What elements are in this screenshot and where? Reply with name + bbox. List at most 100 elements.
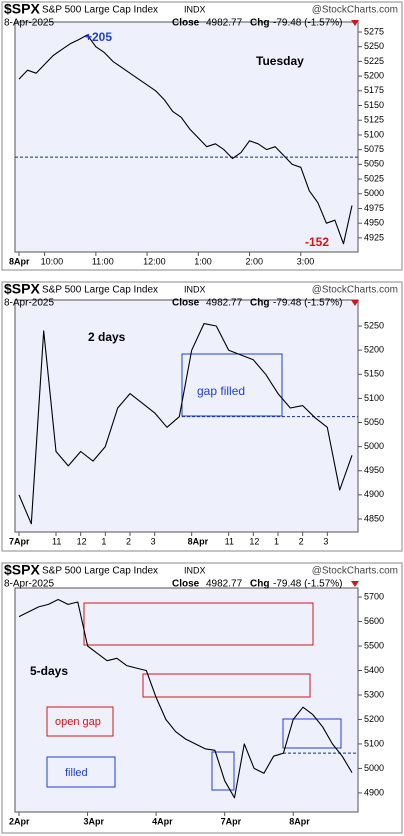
- change-value: -79.48 (-1.57%): [273, 298, 342, 309]
- plot-area: [14, 21, 359, 253]
- ticker: $SPX: [4, 281, 40, 297]
- x-tick-label: 11:00: [92, 256, 114, 266]
- plot-area: [14, 587, 359, 813]
- x-tick-label: 11: [225, 536, 234, 546]
- x-tick-label: 1: [101, 536, 106, 546]
- x-tick-label: 8Apr: [188, 536, 209, 546]
- price-line: [18, 34, 353, 245]
- gap-box: [83, 602, 314, 646]
- x-tick-label: 8Apr: [289, 816, 310, 826]
- index-name: S&P 500 Large Cap Index: [42, 566, 158, 577]
- annotation: 2 days: [88, 330, 126, 344]
- x-tick-label: 4Apr: [152, 816, 173, 826]
- x-tick-label: 2: [126, 536, 131, 546]
- source: @StockCharts.com: [312, 285, 398, 296]
- index-name: S&P 500 Large Cap Index: [42, 5, 158, 16]
- y-tick-label: 5050: [364, 159, 384, 169]
- down-arrow: [351, 581, 359, 587]
- exchange: INDX: [184, 4, 206, 14]
- y-tick-label: 5175: [364, 85, 384, 95]
- y-tick-label: 5200: [364, 345, 384, 355]
- annotation: open gap: [55, 716, 101, 728]
- gap-box: [211, 751, 235, 791]
- date: 8-Apr-2025: [4, 18, 54, 29]
- x-tick-label: 3:00: [297, 256, 315, 266]
- gap-box: [142, 673, 311, 698]
- annotation: -152: [305, 235, 329, 249]
- x-tick-label: 12:00: [143, 256, 166, 266]
- y-tick-label: 5150: [364, 100, 384, 110]
- price-line: [18, 323, 353, 525]
- y-tick-label: 5000: [364, 441, 384, 451]
- y-tick-label: 5100: [364, 738, 384, 748]
- down-arrow: [351, 300, 359, 306]
- x-tick-label: 11: [52, 536, 61, 546]
- y-tick-label: 5125: [364, 115, 384, 125]
- x-tick-label: 1: [274, 536, 279, 546]
- close-label: Close: [172, 579, 200, 590]
- gap-box: [46, 756, 116, 788]
- annotation: gap filled: [197, 384, 245, 398]
- x-tick-label: 8Apr: [9, 256, 30, 266]
- annotation: Tuesday: [256, 54, 304, 68]
- y-tick-label: 4900: [364, 787, 384, 797]
- close-value: 4982.77: [206, 298, 243, 309]
- y-tick-label: 4950: [364, 465, 384, 475]
- y-tick-label: 5050: [364, 417, 384, 427]
- x-tick-label: 2:00: [246, 256, 264, 266]
- x-tick-label: 2Apr: [9, 816, 30, 826]
- y-tick-label: 5275: [364, 26, 384, 36]
- y-tick-label: 5600: [364, 616, 384, 626]
- index-name: S&P 500 Large Cap Index: [42, 285, 158, 296]
- annotation: +205: [85, 30, 112, 44]
- y-tick-label: 4950: [364, 218, 384, 228]
- x-tick-label: 12: [77, 536, 87, 546]
- y-tick-label: 4900: [364, 489, 384, 499]
- x-tick-label: 7Apr: [9, 536, 30, 546]
- y-tick-label: 4850: [364, 513, 384, 523]
- y-tick-label: 5400: [364, 665, 384, 675]
- close-label: Close: [172, 18, 200, 29]
- y-tick-label: 5250: [364, 41, 384, 51]
- y-tick-label: 5000: [364, 188, 384, 198]
- close-value: 4982.77: [206, 579, 243, 590]
- x-tick-label: 10:00: [41, 256, 64, 266]
- y-tick-label: 5200: [364, 714, 384, 724]
- x-tick-label: 1:00: [194, 256, 212, 266]
- source: @StockCharts.com: [312, 5, 398, 16]
- down-arrow: [351, 20, 359, 26]
- change-label: Chg: [250, 18, 269, 29]
- date: 8-Apr-2025: [4, 298, 54, 309]
- change-label: Chg: [250, 298, 269, 309]
- change-value: -79.48 (-1.57%): [273, 18, 342, 29]
- x-tick-label: 7Apr: [221, 816, 242, 826]
- y-tick-label: 5075: [364, 144, 384, 154]
- annotation: filled: [65, 767, 88, 779]
- x-tick-label: 3: [151, 536, 156, 546]
- ticker: $SPX: [4, 562, 40, 578]
- y-tick-label: 5500: [364, 640, 384, 650]
- chart-panel: $SPX S&P 500 Large Cap Index INDX @StockCha…: [1, 1, 403, 271]
- price-line: [18, 598, 353, 799]
- exchange: INDX: [184, 565, 206, 575]
- y-tick-label: 5225: [364, 56, 384, 66]
- change-label: Chg: [250, 579, 269, 590]
- ticker: $SPX: [4, 1, 40, 17]
- gap-box: [181, 353, 283, 417]
- date: 8-Apr-2025: [4, 579, 54, 590]
- change-value: -79.48 (-1.57%): [273, 579, 342, 590]
- x-tick-label: 2: [299, 536, 304, 546]
- x-tick-label: 3Apr: [84, 816, 105, 826]
- y-tick-label: 5100: [364, 393, 384, 403]
- chart-panel: $SPX S&P 500 Large Cap Index INDX @StockCha…: [1, 562, 403, 834]
- close-value: 4982.77: [206, 18, 243, 29]
- exchange: INDX: [184, 284, 206, 294]
- y-tick-label: 5000: [364, 763, 384, 773]
- chart-panel: $SPX S&P 500 Large Cap Index INDX @StockCha…: [1, 281, 403, 552]
- y-tick-label: 5100: [364, 129, 384, 139]
- source: @StockCharts.com: [312, 566, 398, 577]
- y-tick-label: 5025: [364, 173, 384, 183]
- x-tick-label: 12: [249, 536, 259, 546]
- annotation: 5-days: [30, 664, 68, 678]
- y-tick-label: 5700: [364, 591, 384, 601]
